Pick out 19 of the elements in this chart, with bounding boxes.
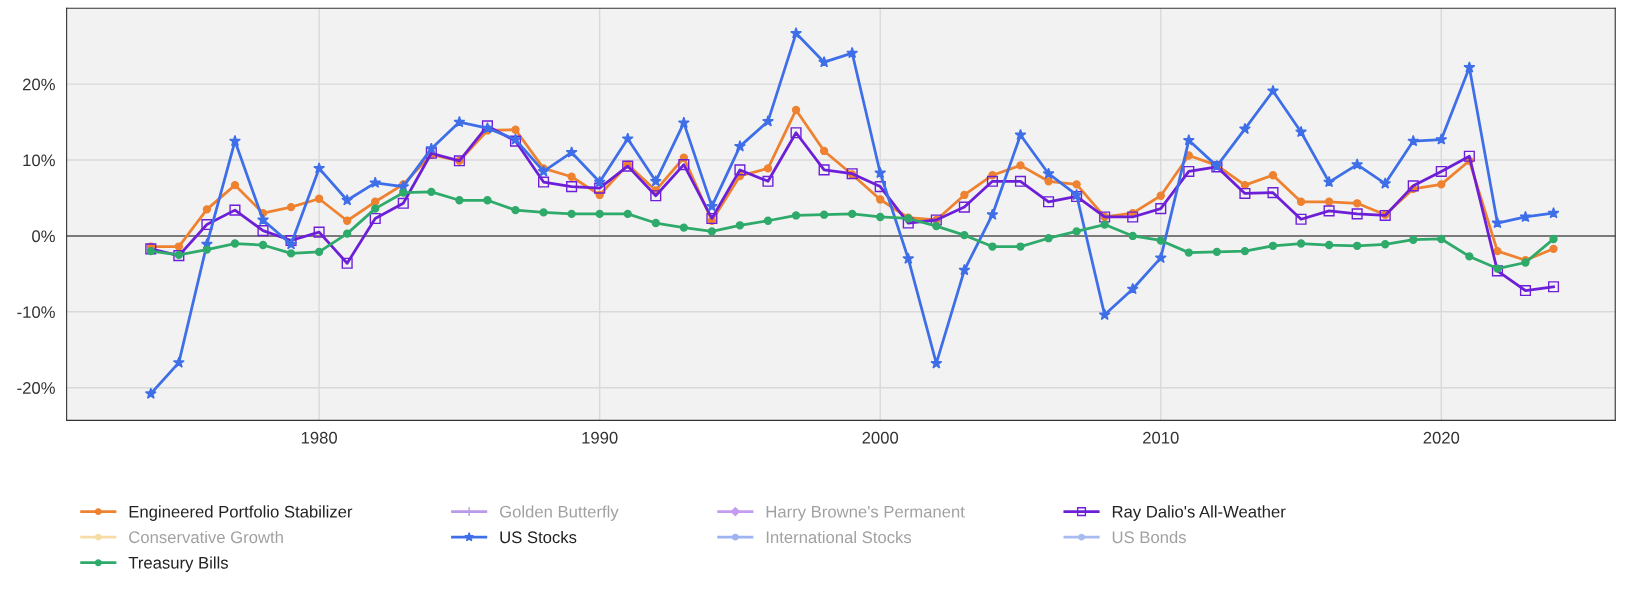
x-tick-label: 2010 <box>1143 431 1179 444</box>
y-tick-label: 20% <box>23 78 55 91</box>
legend-label: Conservative Growth <box>129 530 283 544</box>
legend-label: Treasury Bills <box>128 556 229 572</box>
legend-label: US Bonds <box>1112 530 1186 544</box>
legend-label: Engineered Portfolio Stabilizer <box>129 505 353 521</box>
x-tick-label: 2000 <box>862 431 899 444</box>
x-tick-label: 2020 <box>1423 431 1460 444</box>
y-tick-label: 10% <box>23 154 55 167</box>
legend-label: Golden Butterfly <box>499 505 619 521</box>
y-tick-label: -20% <box>17 382 55 394</box>
legend-label: Ray Dalio's All-Weather <box>1112 505 1286 521</box>
legend-label: Harry Browne's Permanent <box>766 505 965 521</box>
y-tick-label: -10% <box>17 306 55 319</box>
x-tick-label: 1990 <box>582 431 618 444</box>
legend-label: US Stocks <box>500 530 577 544</box>
x-tick-label: 1980 <box>301 431 338 444</box>
legend-label: International Stocks <box>766 530 912 544</box>
y-tick-label: 0% <box>32 230 55 243</box>
